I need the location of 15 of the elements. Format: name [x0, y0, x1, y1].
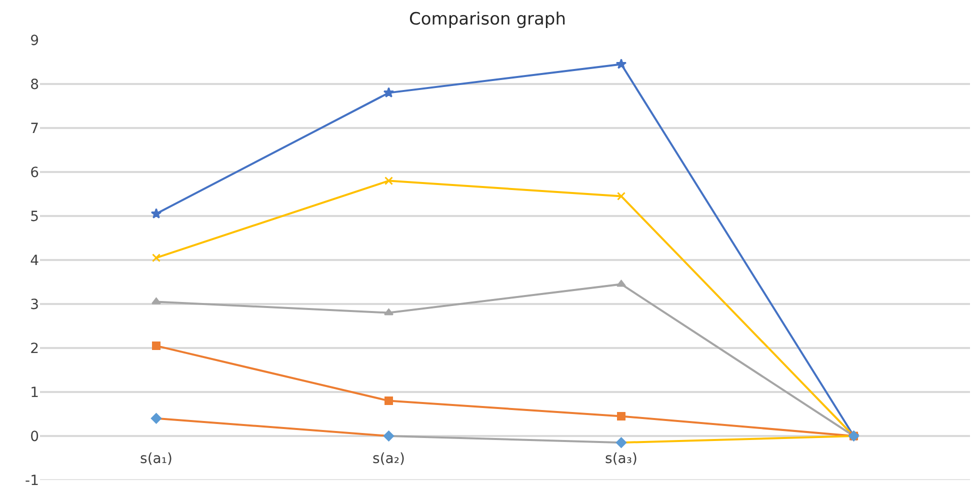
x-tick-label: s(a₂) — [372, 451, 405, 467]
y-tick-label: -1 — [25, 472, 39, 489]
y-tick-label: 5 — [30, 208, 39, 225]
y-tick-label: 7 — [30, 120, 39, 137]
y-tick-label: 2 — [30, 340, 39, 357]
y-tick-label: 0 — [30, 428, 39, 445]
y-tick-label: 6 — [30, 164, 40, 181]
y-tick-label: 1 — [30, 384, 39, 401]
x-tick-label: s(a₁) — [140, 451, 172, 467]
x-tick-label: s(a₃) — [605, 451, 638, 467]
y-tick-label: 8 — [30, 76, 39, 93]
y-tick-label: 9 — [30, 32, 39, 49]
chart-title: Comparison graph — [409, 9, 566, 30]
y-tick-label: 3 — [30, 296, 39, 313]
y-tick-label: 4 — [30, 252, 40, 269]
